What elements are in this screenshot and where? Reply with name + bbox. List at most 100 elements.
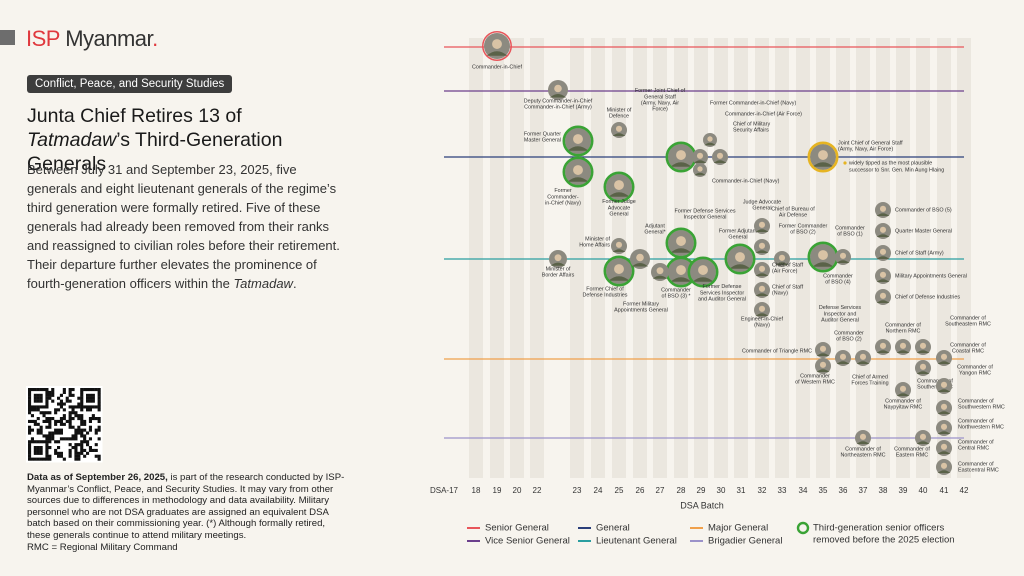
officer-label: Commander-in-Chief (Army) [524,105,592,111]
portrait-uniform [812,262,834,267]
x-tick-label: 20 [513,486,522,495]
officer-label: Defense Industries [583,293,628,299]
qr-cell [94,417,98,421]
x-tick-label: 25 [615,486,624,495]
qr-cell [51,437,55,441]
intro-italic: Tatmadaw [233,276,293,291]
qr-cell [71,411,75,415]
qr-cell [68,414,72,418]
qr-cell [42,388,46,392]
legend-label: Vice Senior General [485,536,570,547]
batch-column [490,38,504,478]
legend-label: General [596,523,630,534]
qr-cell [94,405,98,409]
x-tick-label: 27 [656,486,665,495]
qr-cell [48,419,52,423]
qr-cell [59,422,63,426]
officer: Quarter Master General [875,223,952,239]
portrait-uniform [836,361,850,364]
officer-label: General* [644,230,666,236]
officer: Chief of Defense Industries [875,289,960,305]
portrait-uniform [775,262,789,265]
officer-label: Minister of [546,266,571,272]
logo-isp: ISP [26,26,60,51]
qr-cell [45,457,49,461]
qr-cell [88,399,92,403]
x-tick-label: 32 [758,486,767,495]
qr-cell [65,437,69,441]
qr-cell [74,405,78,409]
qr-cell [68,425,72,429]
portrait-uniform [755,229,769,232]
x-tick-label: 19 [493,486,502,495]
officer-label: Former Commander [779,223,828,229]
qr-cell [91,405,95,409]
officer-label: of BSO (2) [790,230,816,236]
qr-cell [48,454,52,458]
qr-cell [77,428,81,432]
portrait-ring [603,171,635,203]
qr-cell [48,457,52,461]
qr-cell [97,437,101,441]
qr-cell [80,419,84,423]
portrait-face [940,423,948,430]
portrait-uniform [937,411,951,414]
qr-cell [39,396,43,400]
portrait-uniform [652,275,668,279]
portrait-face [636,253,644,262]
qr-cell [33,451,37,455]
qr-cell [28,428,32,432]
qr-cell [33,422,37,426]
batch-column [714,38,728,478]
footnote-rmc: RMC = Regional Military Command [27,541,178,553]
qr-cell [77,405,81,409]
officer-label: Chief of Armed [852,374,888,380]
officer-label: Former Commander-in-Chief (Navy) [710,100,796,106]
portrait-face [818,250,828,260]
qr-cell [30,437,34,441]
qr-cell [57,419,61,423]
qr-cell [45,399,49,403]
officer-label: General [728,235,747,241]
portrait-face [879,205,887,212]
qr-cell [80,388,84,392]
qr-cell [74,428,78,432]
portrait-uniform [694,172,706,176]
qr-cell [28,431,32,435]
officer-label: Inspector and [824,311,857,317]
officer-label: Southern RMC [917,385,953,391]
portrait-face [899,342,907,349]
x-tick-label: 18 [472,486,481,495]
x-tick-label: DSA-17 [430,486,459,495]
portrait-uniform [670,277,692,282]
qr-cell [30,388,34,392]
portrait-face [859,433,867,440]
officer-label: of Western RMC [795,380,835,386]
portrait-face [819,345,827,352]
qr-cell [45,443,49,447]
portrait-uniform [916,441,930,444]
qr-cell [54,411,58,415]
qr-cell [39,457,43,461]
qr-cell [83,419,87,423]
qr-cell [39,440,43,444]
portrait-uniform [876,350,890,353]
qr-cell [48,440,52,444]
qr-cell [48,434,52,438]
footnote-bold: Data as of September 26, 2025, [27,472,168,483]
qr-cell [71,446,75,450]
qr-cell [54,448,58,452]
legend-label: Major General [708,523,768,534]
qr-cell [65,419,69,423]
qr-cell [83,422,87,426]
intro-text: Between July 31 and September 23, 2025, … [27,162,340,291]
x-tick-label: 38 [879,486,888,495]
qr-cell [68,422,72,426]
portrait-uniform [713,160,727,163]
qr-cell [80,440,84,444]
qr-cell [48,437,52,441]
